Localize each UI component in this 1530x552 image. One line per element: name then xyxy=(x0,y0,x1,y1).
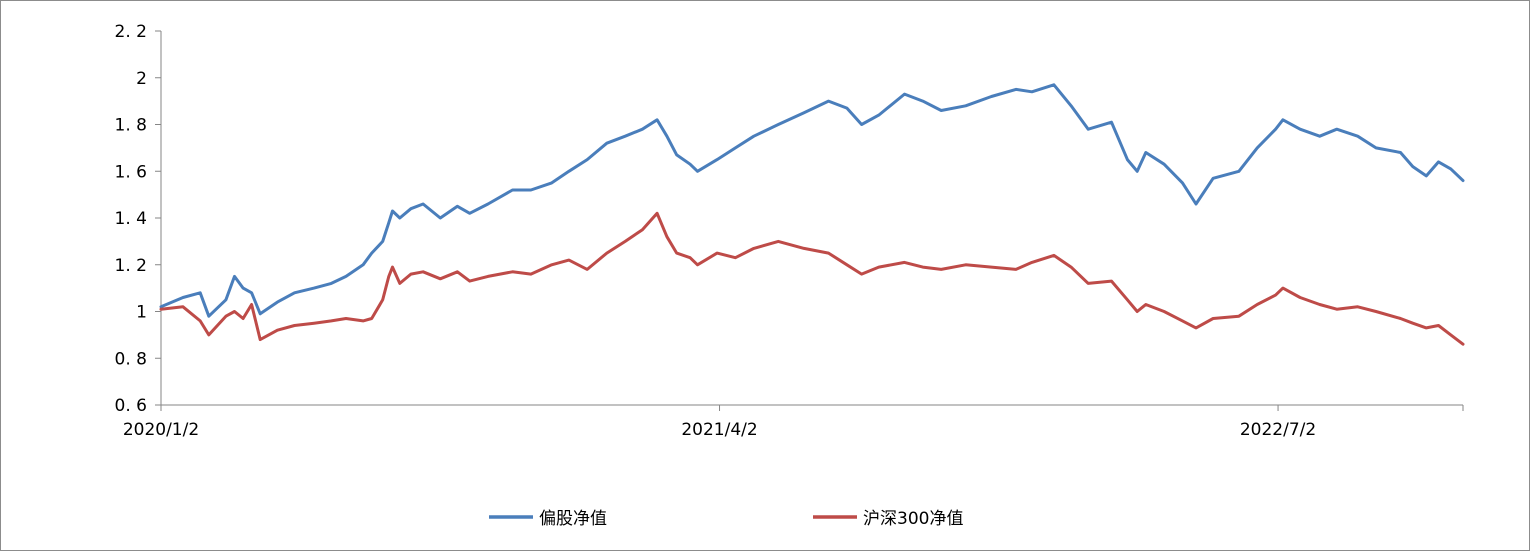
series-lines xyxy=(159,83,1465,346)
x-tick-label: 2021/4/2 xyxy=(681,420,757,440)
legend-label-1: 偏股净值 xyxy=(539,509,607,529)
y-tick-label: 1. 8 xyxy=(115,116,147,136)
x-tick-label: 2022/7/2 xyxy=(1240,420,1316,440)
y-tick-label: 1 xyxy=(136,303,147,323)
y-tick-label: 0. 8 xyxy=(115,349,147,369)
y-tick-label: 1. 4 xyxy=(115,209,147,229)
x-axis: 2020/1/2 2021/4/2 2022/7/2 xyxy=(123,404,1464,440)
y-tick-label: 1. 2 xyxy=(115,256,147,276)
series-line-1 xyxy=(159,83,1465,318)
y-tick-label: 2. 2 xyxy=(115,22,147,42)
y-tick-label: 2 xyxy=(136,69,147,89)
legend: 偏股净值 沪深300净值 xyxy=(489,509,963,529)
series-line-2 xyxy=(159,211,1465,346)
y-tick-label: 0. 6 xyxy=(115,396,147,416)
y-axis: 0. 6 0. 8 1 1. 2 1. 4 1. 6 1. 8 2 2. 2 xyxy=(115,22,162,416)
x-tick-label: 2020/1/2 xyxy=(123,420,199,440)
y-tick-label: 1. 6 xyxy=(115,162,147,182)
legend-label-2: 沪深300净值 xyxy=(863,509,963,529)
